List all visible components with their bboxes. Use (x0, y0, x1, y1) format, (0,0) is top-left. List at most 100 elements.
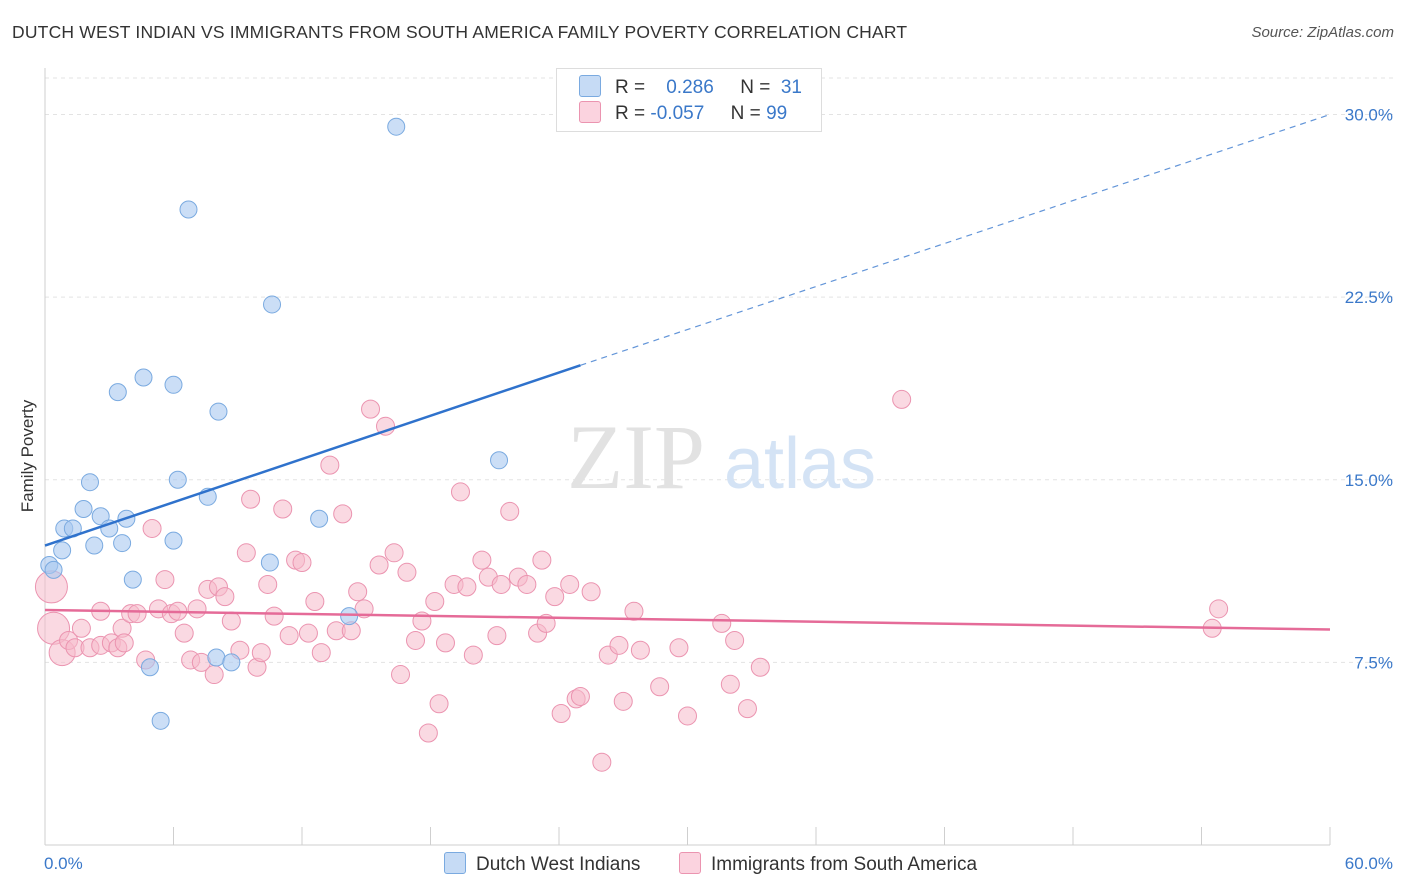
chart-title: DUTCH WEST INDIAN VS IMMIGRANTS FROM SOU… (12, 22, 908, 42)
blue-point (85, 536, 104, 555)
legend-swatch-pink (579, 101, 601, 123)
blue-point (134, 368, 153, 387)
legend-swatch-blue (579, 75, 601, 97)
blue-point (123, 570, 142, 589)
legend: R = 0.286 N = 31 R = -0.057 N = 99 (556, 68, 822, 132)
pink-point (720, 674, 740, 694)
pink-point (570, 686, 590, 706)
pink-point (581, 582, 601, 602)
x-tick-label: 0.0% (44, 854, 83, 873)
bottom-legend-label-pink: Immigrants from South America (711, 854, 978, 875)
legend-row-pink: R = -0.057 N = 99 (579, 101, 787, 127)
gridlines (45, 77, 1395, 663)
pink-trend-line (44, 608, 1331, 631)
y-axis-label: Family Poverty (18, 399, 37, 513)
pink-point (369, 555, 389, 575)
legend-n-value-pink: 99 (766, 103, 788, 124)
blue-point (91, 507, 110, 526)
legend-n-label: N = (730, 103, 761, 124)
pink-point (71, 618, 91, 638)
pink-point (650, 677, 670, 697)
pink-point (613, 691, 633, 711)
pink-point (425, 592, 445, 612)
blue-point (44, 560, 63, 579)
blue-point (490, 451, 509, 470)
pink-point (517, 574, 537, 594)
pink-point (251, 643, 271, 663)
pink-point (457, 577, 477, 597)
pink-point (487, 626, 507, 646)
blue-point (113, 534, 132, 553)
pink-point (491, 574, 511, 594)
pink-point (236, 543, 256, 563)
blue-point (263, 295, 282, 314)
pink-point (737, 699, 757, 719)
watermark-zip: ZIP (567, 406, 705, 508)
pink-point (678, 706, 697, 726)
chart-source: Source: ZipAtlas.com (1251, 24, 1394, 41)
pink-point (472, 550, 492, 570)
blue-series-points (40, 117, 509, 730)
pink-point (204, 665, 224, 685)
pink-point (114, 633, 134, 653)
blue-point (74, 499, 93, 518)
bottom-legend-swatch-pink (679, 852, 701, 874)
pink-point (1209, 599, 1229, 619)
pink-point (127, 604, 147, 624)
blue-point (340, 607, 359, 626)
pink-point (892, 389, 912, 409)
legend-r-label: R = (615, 77, 646, 98)
pink-point (630, 640, 650, 660)
pink-point (174, 623, 194, 643)
pink-point (532, 550, 552, 570)
bottom-legend-label-blue: Dutch West Indians (476, 854, 641, 875)
pink-point (725, 630, 745, 650)
legend-r-value-pink: -0.057 (650, 103, 705, 124)
bottom-legend-swatch-blue (444, 852, 466, 874)
legend-n-value-blue: 31 (780, 77, 802, 98)
pink-point (450, 482, 470, 502)
legend-row-blue: R = 0.286 N = 31 (579, 75, 802, 101)
y-tick-label: 22.5% (1345, 288, 1393, 307)
pink-point (391, 665, 411, 685)
pink-point (384, 543, 404, 563)
bottom-legend-item-pink: Immigrants from South America (679, 852, 977, 876)
pink-point (221, 611, 241, 631)
legend-n-label: N = (740, 77, 771, 98)
blue-point (151, 711, 170, 730)
blue-point (80, 473, 99, 492)
pink-point (354, 599, 374, 619)
pink-point (712, 613, 732, 633)
pink-point (264, 606, 284, 626)
blue-trend-extension (580, 113, 1331, 366)
blue-point (164, 531, 183, 550)
pink-point (187, 599, 207, 619)
y-tick-label: 30.0% (1345, 106, 1393, 125)
blue-point (207, 648, 226, 667)
pink-point (155, 570, 175, 590)
pink-point (311, 643, 331, 663)
pink-point (305, 592, 325, 612)
pink-point (215, 587, 235, 607)
pink-point (609, 635, 629, 655)
blue-point (387, 117, 406, 136)
pink-point (298, 623, 318, 643)
pink-series-points (34, 389, 1229, 772)
trend-lines (44, 113, 1331, 631)
pink-point (320, 455, 340, 475)
pink-point (624, 601, 644, 621)
blue-point (164, 375, 183, 394)
pink-point (258, 574, 278, 594)
pink-point (142, 518, 162, 538)
pink-point (545, 587, 565, 607)
blue-point (140, 658, 159, 677)
blue-point (168, 470, 187, 489)
legend-r-value-blue: 0.286 (666, 77, 714, 98)
blue-point (209, 402, 228, 421)
pink-point (406, 630, 426, 650)
x-tick-label: 60.0% (1345, 854, 1393, 873)
pink-point (397, 562, 417, 582)
bottom-legend-item-blue: Dutch West Indians (444, 852, 640, 876)
legend-r-label: R = (615, 103, 646, 124)
